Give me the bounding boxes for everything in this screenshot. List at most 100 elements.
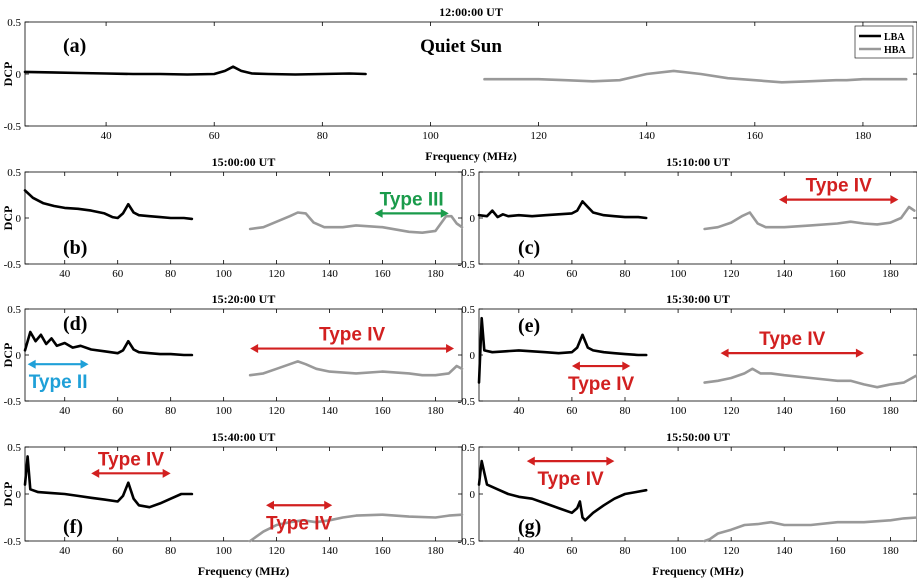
x-tick-label: 100 xyxy=(422,130,439,142)
annotation-label: Type IV xyxy=(806,176,872,197)
x-axis-label: Frequency (MHz) xyxy=(652,564,743,578)
y-tick-label: -0.5 xyxy=(4,121,22,133)
series-line-hba xyxy=(483,69,908,84)
x-tick-label: 100 xyxy=(215,545,232,557)
y-tick-label: 0.5 xyxy=(461,442,475,454)
annotation-label: Type IV xyxy=(759,329,825,350)
series-line-hba xyxy=(703,367,917,389)
annotation-arrow xyxy=(778,195,899,205)
y-tick-label: 0.5 xyxy=(461,304,475,316)
arrow-head-left xyxy=(374,208,383,218)
x-tick-label: 60 xyxy=(566,405,578,417)
x-tick-label: 180 xyxy=(882,405,899,417)
arrow-head-left xyxy=(27,359,36,369)
x-tick-label: 160 xyxy=(374,268,391,280)
annotation-arrow xyxy=(250,344,455,354)
x-tick-label: 100 xyxy=(670,545,687,557)
x-tick-label: 40 xyxy=(59,268,71,280)
x-tick-label: 60 xyxy=(112,268,124,280)
x-tick-label: 120 xyxy=(723,545,740,557)
y-tick-label: 0 xyxy=(470,213,476,225)
x-tick-label: 60 xyxy=(566,545,578,557)
x-tick-label: 180 xyxy=(855,130,872,142)
y-axis-label: DCP xyxy=(1,343,15,368)
annotation-label: Type IV xyxy=(266,513,332,534)
panel-g: 40 60 80 100 120 140 160 180 -0.5 0 0.5 15:50:00 UT… xyxy=(458,430,917,578)
annotation-label: Type III xyxy=(380,189,444,210)
x-tick-label: 40 xyxy=(59,405,71,417)
y-tick-label: 0.5 xyxy=(7,304,21,316)
x-tick-label: 80 xyxy=(165,268,177,280)
y-tick-label: 0.5 xyxy=(7,17,21,29)
y-tick-label: 0 xyxy=(16,489,22,501)
panel-label: (f) xyxy=(63,516,83,538)
series-line-hba xyxy=(248,513,464,543)
panel-label: (g) xyxy=(518,516,541,538)
legend-label-lba: LBA xyxy=(884,32,905,43)
axes-frame xyxy=(24,308,463,402)
x-tick-label: 140 xyxy=(321,405,338,417)
y-tick-label: 0 xyxy=(16,213,22,225)
x-axis-label: Frequency (MHz) xyxy=(425,149,516,163)
x-tick-label: 40 xyxy=(513,268,525,280)
x-tick-label: 160 xyxy=(374,545,391,557)
x-tick-label: 100 xyxy=(215,268,232,280)
x-tick-label: 120 xyxy=(723,405,740,417)
annotation-arrow xyxy=(266,500,333,510)
x-tick-label: 140 xyxy=(776,545,793,557)
x-tick-label: 60 xyxy=(566,268,578,280)
y-tick-label: 0 xyxy=(470,350,476,362)
panel-f: 40 60 80 100 120 140 160 180 -0.5 0 0.5 15:40:00 UT… xyxy=(1,430,464,578)
annotation-arrow xyxy=(720,348,864,358)
arrow-head-right xyxy=(446,344,455,354)
annotation-arrow xyxy=(27,359,89,369)
x-tick-label: 180 xyxy=(427,268,444,280)
arrow-head-right xyxy=(80,359,89,369)
panel-b: 40 60 80 100 120 140 160 180 -0.5 0 0.5 15:00:00 UT… xyxy=(1,155,464,280)
x-tick-label: 80 xyxy=(620,268,632,280)
series-line-lba xyxy=(23,455,194,509)
arrow-head-right xyxy=(890,195,899,205)
x-tick-label: 40 xyxy=(513,405,525,417)
arrow-head-left xyxy=(266,500,275,510)
y-tick-label: -0.5 xyxy=(458,259,476,271)
x-axis-label: Frequency (MHz) xyxy=(198,564,289,578)
arrow-head-left xyxy=(250,344,259,354)
arrow-head-left xyxy=(571,361,580,371)
x-tick-label: 80 xyxy=(317,130,329,142)
panel-a: 40 60 80 100 120 140 160 180 -0.5 0 0.5 12:00:00 UT… xyxy=(1,5,917,163)
y-tick-label: 0.5 xyxy=(7,442,21,454)
annotation-label: Type IV xyxy=(98,449,164,470)
series-line-hba xyxy=(248,360,464,377)
y-axis-label: DCP xyxy=(1,482,15,507)
panel-e: 40 60 80 100 120 140 160 180 -0.5 0 0.5 15:30:00 UT… xyxy=(458,292,917,417)
panel-label: (e) xyxy=(518,315,540,337)
y-tick-label: -0.5 xyxy=(4,536,22,548)
panel-title: 15:00:00 UT xyxy=(212,155,276,169)
x-tick-label: 140 xyxy=(638,130,655,142)
panel-title: 15:40:00 UT xyxy=(212,430,276,444)
x-tick-label: 80 xyxy=(165,545,177,557)
annotation-label: Type IV xyxy=(537,469,603,490)
panel-label: (c) xyxy=(518,237,540,259)
series-line-hba xyxy=(703,516,917,543)
x-tick-label: 160 xyxy=(829,268,846,280)
panel-title: 12:00:00 UT xyxy=(439,5,503,19)
x-tick-label: 160 xyxy=(747,130,764,142)
x-tick-label: 120 xyxy=(530,130,547,142)
series-line-lba xyxy=(23,65,367,76)
panel-title: 15:20:00 UT xyxy=(212,292,276,306)
arrow-head-right xyxy=(324,500,333,510)
x-tick-label: 120 xyxy=(268,405,285,417)
axes-frame xyxy=(24,446,463,542)
y-tick-label: 0.5 xyxy=(461,167,475,179)
y-tick-label: 0.5 xyxy=(7,167,21,179)
x-tick-label: 80 xyxy=(165,405,177,417)
panel-c: 40 60 80 100 120 140 160 180 -0.5 0 0.5 15:10:00 UT… xyxy=(458,155,917,280)
arrow-head-right xyxy=(622,361,631,371)
arrow-head-left xyxy=(778,195,787,205)
x-tick-label: 120 xyxy=(723,268,740,280)
panel-title: 15:30:00 UT xyxy=(666,292,730,306)
x-tick-label: 140 xyxy=(776,405,793,417)
